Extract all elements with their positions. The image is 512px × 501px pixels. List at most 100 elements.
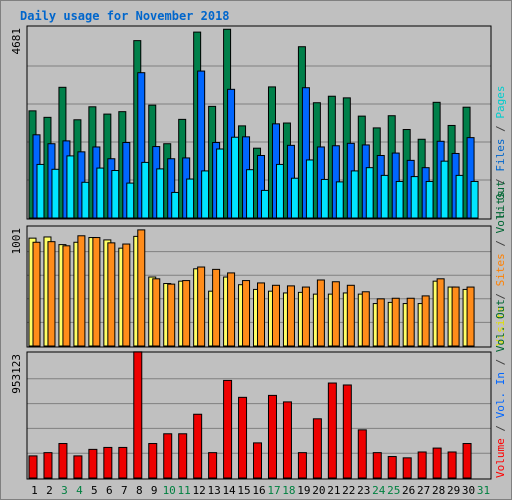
x-tick-label-18: 18 [282, 484, 295, 497]
bar-volume-day-20 [312, 418, 322, 479]
bar-sites-day-22 [346, 284, 355, 347]
x-tick-label-28: 28 [432, 484, 445, 497]
bar-volume-day-8 [133, 351, 143, 479]
bar-sites-day-6 [107, 242, 116, 347]
bar-pages-day-3 [66, 155, 75, 219]
x-tick-label-14: 14 [222, 484, 236, 497]
x-tick-label-25: 25 [387, 484, 400, 497]
bar-volume-day-9 [148, 443, 158, 479]
bar-volume-day-29 [447, 451, 457, 479]
bar-sites-day-2 [47, 241, 56, 347]
x-tick-label-3: 3 [61, 484, 68, 497]
legend-entry: Hits [494, 192, 507, 219]
bar-volume-day-6 [103, 446, 113, 479]
bar-sites-day-30 [466, 286, 475, 347]
legend-entry: / [494, 286, 507, 306]
bar-volume-day-5 [88, 448, 98, 479]
bar-pages-day-11 [186, 178, 195, 219]
legend-entry: Vol. In [494, 372, 507, 418]
bar-volume-day-1 [28, 455, 38, 479]
bar-sites-day-10 [167, 283, 176, 347]
legend-entry: / [494, 352, 507, 372]
legend-entry: / [494, 233, 507, 253]
x-tick-label-5: 5 [91, 484, 98, 497]
legend-entry: Volume [494, 438, 507, 478]
bar-pages-day-16 [261, 189, 270, 219]
bar-sites-day-15 [242, 280, 251, 347]
bar-volume-day-18 [282, 401, 292, 479]
x-tick-label-21: 21 [327, 484, 340, 497]
x-tick-label-17: 17 [267, 484, 280, 497]
bar-pages-day-13 [216, 148, 225, 219]
plot-border [26, 351, 492, 480]
bar-sites-day-26 [406, 297, 415, 347]
bar-pages-day-4 [81, 181, 90, 219]
bar-volume-day-19 [297, 452, 307, 479]
y-max-label: 4681 [10, 28, 23, 55]
chart-panels: 4681 Hits / Files / Pages 1001 Visits / Sit… [10, 25, 507, 480]
bar-volume-day-13 [208, 452, 218, 479]
bar-pages-day-26 [410, 176, 419, 219]
bar-pages-day-9 [156, 168, 165, 219]
legend-entry: Files [494, 139, 507, 172]
y-max-label: 1001 [10, 228, 23, 255]
x-tick-label-19: 19 [297, 484, 310, 497]
bar-sites-day-29 [451, 286, 460, 347]
x-tick-label-8: 8 [136, 484, 143, 497]
bar-volume-day-25 [387, 456, 397, 479]
x-tick-label-26: 26 [402, 484, 415, 497]
bar-volume-day-15 [238, 396, 248, 479]
x-tick-label-20: 20 [312, 484, 325, 497]
plot-border [26, 225, 492, 348]
x-tick-label-2: 2 [46, 484, 53, 497]
x-tick-label-9: 9 [151, 484, 158, 497]
bar-pages-day-12 [201, 170, 210, 219]
x-tick-label-22: 22 [342, 484, 355, 497]
y-max-label: 953123 [10, 354, 23, 394]
plot-border [26, 25, 492, 220]
bar-volume-day-21 [327, 382, 337, 479]
bar-pages-day-6 [111, 170, 120, 219]
bar-volume-day-17 [267, 394, 277, 479]
bar-volume-day-11 [178, 433, 188, 479]
legend-entry: Vol. Out [494, 299, 507, 352]
bar-sites-day-7 [122, 243, 131, 347]
bar-sites-day-20 [316, 279, 325, 347]
bar-pages-day-23 [365, 167, 374, 219]
bar-pages-day-27 [425, 180, 434, 219]
bar-files-day-7 [122, 142, 131, 219]
legend-entry: / [494, 418, 507, 438]
bar-pages-day-25 [395, 180, 404, 219]
bar-pages-day-2 [51, 168, 60, 219]
legend-entry: Pages [494, 86, 507, 119]
bar-pages-day-7 [126, 182, 135, 219]
bar-volume-day-2 [43, 452, 53, 479]
bar-pages-day-14 [231, 136, 240, 219]
bar-sites-day-24 [376, 298, 385, 347]
x-tick-label-30: 30 [462, 484, 475, 497]
bar-volume-day-16 [253, 442, 263, 479]
series-legend: Visits / Sites / Vol. Out [494, 180, 507, 346]
bar-volume-day-7 [118, 446, 128, 479]
bar-sites-day-16 [257, 282, 266, 347]
bar-volume-day-3 [58, 443, 68, 479]
bar-pages-day-8 [141, 161, 150, 219]
bar-pages-day-10 [171, 191, 180, 219]
bar-volume-day-12 [193, 413, 203, 479]
series-legend: Hits / Files / Pages [494, 86, 507, 219]
x-tick-label-27: 27 [417, 484, 430, 497]
bar-volume-day-14 [223, 379, 233, 479]
x-tick-label-29: 29 [447, 484, 460, 497]
bar-volume-day-24 [372, 452, 382, 479]
bar-sites-day-8 [137, 229, 146, 347]
bar-pages-day-15 [246, 169, 255, 219]
bar-volume-day-23 [357, 429, 367, 479]
bar-pages-day-19 [305, 159, 314, 219]
bar-sites-day-9 [152, 278, 161, 347]
bar-sites-day-3 [62, 245, 71, 347]
bar-volume-day-28 [432, 447, 442, 479]
bar-pages-day-5 [96, 167, 105, 219]
legend-entry: Sites [494, 253, 507, 286]
bar-sites-day-17 [271, 284, 280, 347]
